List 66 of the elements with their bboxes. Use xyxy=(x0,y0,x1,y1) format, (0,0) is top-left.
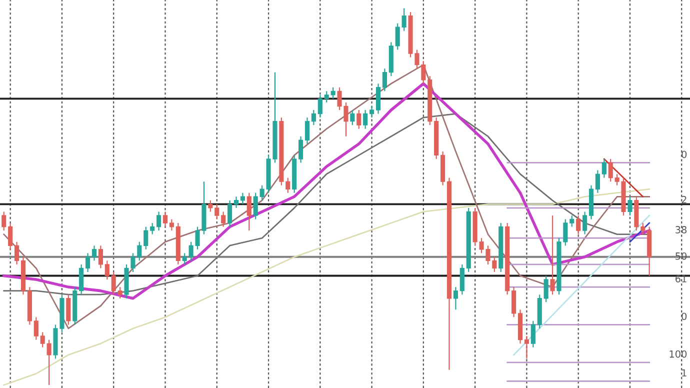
candlestick xyxy=(246,192,252,232)
candlestick xyxy=(570,214,574,228)
candlestick xyxy=(402,8,406,32)
candlestick xyxy=(2,211,6,232)
candlestick xyxy=(304,116,310,144)
candlestick xyxy=(356,109,362,130)
candlestick xyxy=(382,68,387,92)
candlestick xyxy=(85,252,90,273)
text: 38 xyxy=(676,226,687,234)
candlestick xyxy=(311,109,316,126)
candlestick xyxy=(162,211,168,228)
candlestick xyxy=(169,218,174,232)
candlestick xyxy=(8,222,13,250)
candlestick xyxy=(46,339,52,386)
candlestick xyxy=(14,241,20,265)
candlestick xyxy=(350,109,355,126)
candlestick xyxy=(98,245,103,269)
text: 100 xyxy=(670,350,687,358)
candlestick xyxy=(92,245,97,262)
candlestick xyxy=(640,222,646,235)
candlestick xyxy=(544,275,548,303)
candlestick xyxy=(453,286,458,310)
candlestick xyxy=(137,241,142,262)
candlestick xyxy=(595,170,600,194)
text: 61 xyxy=(676,275,686,282)
candlestick xyxy=(608,158,613,182)
candlestick xyxy=(512,286,516,318)
candlestick xyxy=(602,158,606,178)
candlestick xyxy=(298,136,304,164)
text: 1 xyxy=(682,369,686,376)
candlestick xyxy=(376,83,381,114)
candlestick xyxy=(460,264,464,296)
candlestick xyxy=(221,211,226,228)
candlestick xyxy=(330,86,336,100)
candlestick xyxy=(240,192,245,205)
candlestick xyxy=(118,286,122,299)
candlestick xyxy=(208,200,213,212)
candlestick xyxy=(628,196,632,216)
candlestick xyxy=(318,94,322,118)
candlestick xyxy=(156,211,162,232)
candlestick xyxy=(79,264,84,296)
candlestick xyxy=(370,106,374,118)
candlestick xyxy=(395,22,400,50)
text: 0 xyxy=(682,312,687,320)
candlestick xyxy=(576,214,581,235)
text: 0 xyxy=(682,150,687,158)
candlestick xyxy=(582,211,588,235)
candlestick xyxy=(182,252,187,265)
candlestick xyxy=(530,320,536,348)
candlestick xyxy=(363,109,368,130)
candlestick xyxy=(214,204,220,220)
candlestick xyxy=(550,214,555,296)
candlestick xyxy=(253,192,258,220)
candlestick xyxy=(111,271,116,296)
candlestick xyxy=(524,335,529,360)
text: 2 xyxy=(682,196,686,204)
candlestick xyxy=(104,260,110,280)
candlestick xyxy=(150,222,155,235)
candlestick xyxy=(66,294,71,326)
candlestick xyxy=(34,316,38,340)
candlestick xyxy=(40,332,45,348)
candlestick xyxy=(286,177,290,194)
candlestick xyxy=(228,200,232,228)
candlestick xyxy=(144,226,148,250)
candlestick xyxy=(234,196,239,208)
candlestick xyxy=(324,90,329,104)
